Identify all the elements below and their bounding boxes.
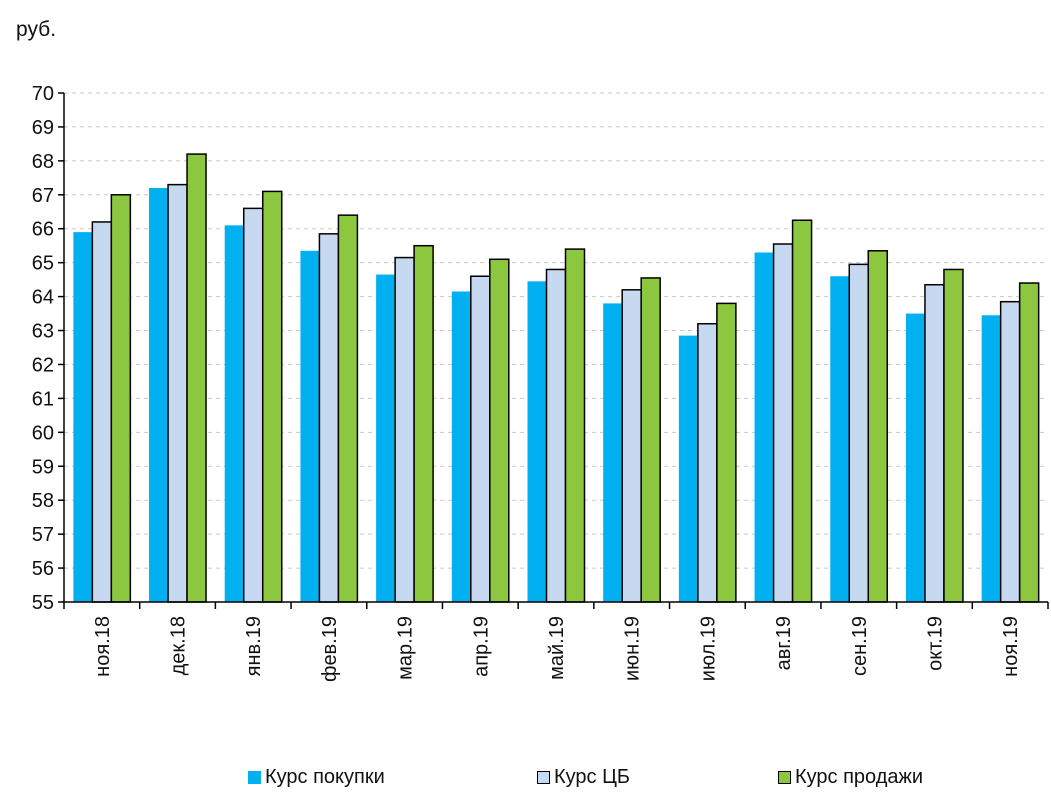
y-tick-label: 62 [32, 354, 54, 376]
bar-buy [451, 291, 471, 602]
y-tick-label: 66 [32, 219, 54, 241]
bar-cb [91, 221, 113, 603]
bar-chart: 55 56 57 58 59 60 61 62 63 64 65 66 67 68 69 70 ноя.18 д… [32, 83, 1049, 682]
y-tick-label: 58 [32, 490, 54, 512]
bar-sell [110, 194, 132, 603]
y-tick-label: 63 [32, 321, 54, 343]
bar-cb [924, 283, 945, 603]
bar-cb [470, 275, 491, 603]
x-tick-labels: ноя.18 дек.18 янв.19 фев.19 мар.19 апр.19 май.… [92, 616, 1022, 682]
bar-sell [1018, 282, 1040, 603]
x-tick-label: мар.19 [395, 616, 417, 680]
bar-cb [167, 183, 188, 603]
y-tick-label: 67 [32, 185, 54, 207]
legend-swatch-cb [537, 770, 550, 784]
bar-cb [697, 322, 718, 603]
bar-cb [621, 289, 642, 603]
y-tick-label: 64 [32, 287, 54, 309]
x-tick-label: окт.19 [924, 616, 946, 671]
bar-sell [640, 277, 661, 603]
legend-swatch-buy [248, 770, 261, 784]
bar-cb [848, 263, 870, 603]
bar-cb [318, 233, 340, 603]
legend-label-cb: Курс ЦБ [554, 765, 631, 788]
bar-buy [224, 225, 244, 602]
bar-sell [791, 219, 813, 603]
y-tick-label: 55 [32, 592, 54, 614]
legend-item-sell: Курс продажи [778, 760, 923, 794]
bar-buy [73, 232, 93, 603]
bar-buy [754, 252, 774, 602]
y-tick-label: 65 [32, 253, 54, 275]
y-tick-label: 57 [32, 524, 54, 546]
bar-buy [678, 335, 698, 602]
axes [58, 92, 1049, 609]
bar-sell [413, 244, 434, 603]
bar-cb [394, 256, 415, 603]
legend-label-buy: Курс покупки [265, 765, 385, 788]
bar-sell [489, 258, 510, 603]
bar-buy [981, 315, 1001, 602]
x-tick-label: июл.19 [697, 616, 719, 681]
bar-buy [603, 303, 623, 602]
legend-swatch-sell [778, 770, 791, 784]
y-tick-label: 59 [32, 456, 54, 478]
x-tick-label: сен.19 [849, 616, 871, 676]
x-tick-label: июн.19 [622, 616, 644, 681]
bar-sell [867, 250, 889, 603]
legend-label-sell: Курс продажи [795, 765, 924, 788]
x-tick-label: фев.19 [319, 616, 341, 682]
unit-label: руб. [16, 18, 57, 41]
x-tick-label: ноя.18 [92, 616, 114, 677]
bars [73, 153, 1040, 603]
bar-sell [261, 190, 283, 603]
bar-sell [716, 302, 737, 603]
bar-cb [545, 268, 567, 603]
bar-sell [337, 214, 359, 603]
bar-buy [149, 188, 169, 602]
bar-sell [186, 153, 207, 603]
bar-sell [564, 248, 586, 603]
bar-buy [527, 281, 547, 602]
y-tick-label: 56 [32, 558, 54, 580]
x-tick-label: апр.19 [470, 616, 492, 677]
bar-cb [999, 300, 1021, 603]
legend-item-cb: Курс ЦБ [537, 760, 630, 794]
y-tick-label: 60 [32, 422, 54, 444]
legend-item-buy: Курс покупки [248, 760, 385, 794]
bar-buy [905, 313, 925, 602]
y-tick-labels: 55 56 57 58 59 60 61 62 63 64 65 66 67 68 69 70 [32, 83, 54, 614]
bar-cb [772, 243, 794, 603]
legend: Курс покупки Курс ЦБ Курс продажи [0, 760, 1051, 794]
x-tick-label: май.19 [546, 616, 568, 680]
x-tick-label: янв.19 [243, 616, 265, 676]
y-tick-label: 61 [32, 388, 54, 410]
bar-cb [242, 207, 264, 603]
bar-buy [830, 276, 850, 602]
x-tick-label: авг.19 [773, 616, 795, 670]
y-tick-label: 70 [32, 83, 54, 105]
y-tick-label: 69 [32, 117, 54, 139]
bar-sell [943, 268, 964, 603]
bar-buy [300, 250, 320, 603]
x-tick-label: дек.18 [168, 616, 190, 675]
x-tick-label: ноя.19 [1000, 616, 1022, 677]
y-tick-label: 68 [32, 151, 54, 173]
bar-buy [376, 274, 396, 602]
